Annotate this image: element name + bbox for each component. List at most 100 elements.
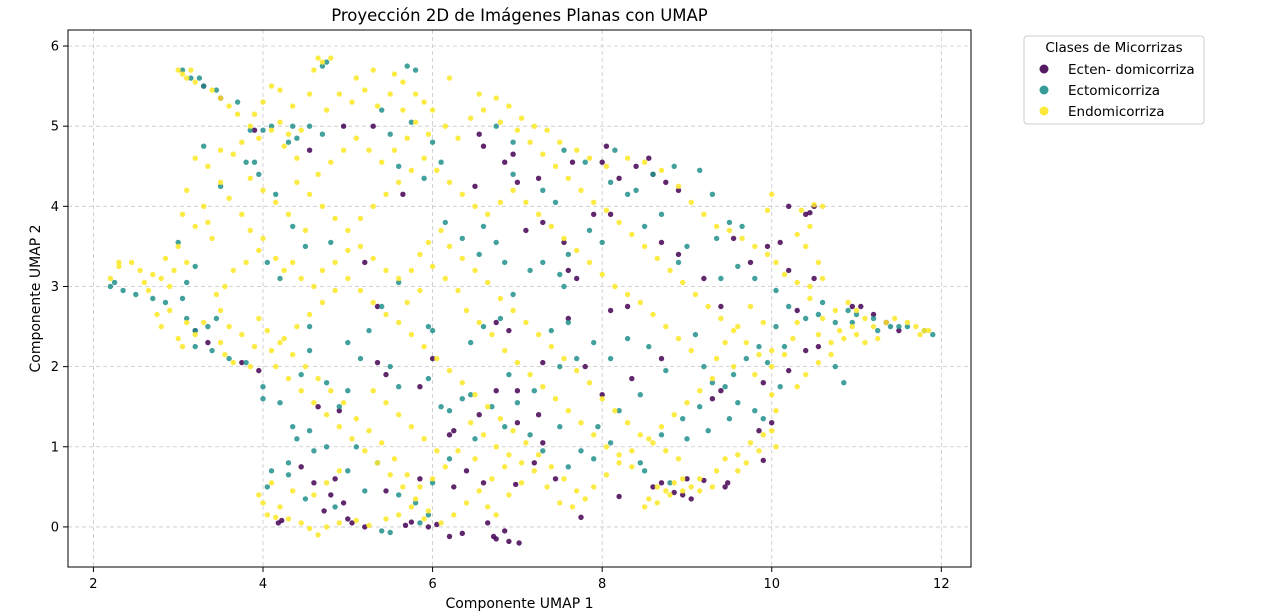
data-point [459,235,465,242]
data-point [429,139,436,145]
data-point [701,275,707,282]
data-point [773,287,779,294]
data-point [319,203,326,209]
data-point [697,488,703,494]
data-point [701,363,707,370]
data-point [116,263,122,270]
data-point [540,259,546,266]
data-point [697,476,703,482]
data-point [658,211,665,217]
data-point [535,211,542,217]
data-point [599,159,605,165]
data-point [862,339,868,346]
data-point [612,408,618,414]
data-point [548,343,554,350]
data-point [811,202,817,208]
data-point [268,123,275,129]
data-point [777,384,783,390]
data-point [722,384,728,390]
data-point [925,327,932,334]
data-point [476,412,482,418]
data-point [743,460,749,466]
data-point [412,500,419,506]
data-point [773,444,779,450]
data-point [175,243,181,250]
y-tick-label: 3 [51,280,59,295]
data-point [167,283,173,290]
data-point [730,371,737,378]
data-point [502,347,508,354]
data-point [281,267,287,274]
data-point [692,291,699,298]
data-point [493,239,499,246]
data-point [459,380,465,386]
data-point [446,432,453,438]
data-point [472,436,478,442]
data-point [612,147,618,153]
data-point [264,259,270,266]
data-point [815,331,822,338]
data-point [162,299,169,306]
data-point [345,247,351,254]
data-point [574,488,580,494]
data-point [302,227,309,234]
data-point [273,514,279,520]
data-point [412,119,419,125]
data-point [247,227,253,234]
data-point [353,75,359,81]
data-point [523,227,529,234]
data-point [370,388,376,394]
data-point [582,363,588,370]
data-point [671,163,677,169]
data-point [612,283,618,290]
data-point [514,359,521,366]
data-point [379,303,385,310]
data-point [319,267,326,274]
data-point [764,359,771,366]
data-point [853,307,860,314]
data-point [434,167,440,173]
data-point [290,424,296,430]
data-point [226,103,232,109]
data-point [671,489,677,496]
legend-label: Endomicorriza [1068,104,1164,120]
data-point [658,480,665,486]
data-point [387,472,393,478]
data-point [184,259,190,266]
data-point [607,211,614,217]
data-point [184,187,190,193]
data-point [264,327,270,334]
data-point [616,408,622,414]
data-point [675,335,682,342]
data-point [184,279,190,286]
data-point [725,480,731,486]
data-point [434,355,440,362]
data-point [747,440,754,446]
data-point [624,303,631,310]
data-point [463,500,470,506]
data-point [858,303,864,310]
legend-frame [1023,35,1205,125]
data-point [328,239,334,246]
data-point [803,315,809,322]
data-point [794,231,800,238]
data-point [565,175,571,181]
data-point [179,67,186,73]
data-point [260,384,266,390]
data-point [513,481,519,488]
data-point [141,279,147,286]
data-point [230,151,236,157]
data-point [654,255,660,262]
data-point [179,71,186,77]
data-point [548,464,554,470]
data-point [315,532,321,538]
data-point [514,179,521,185]
data-point [586,380,593,386]
data-point [616,452,622,458]
data-point [451,428,457,434]
data-point [913,323,919,330]
data-point [527,267,533,274]
data-point [273,191,279,197]
y-tick-label: 4 [51,200,59,215]
data-point [493,95,499,101]
